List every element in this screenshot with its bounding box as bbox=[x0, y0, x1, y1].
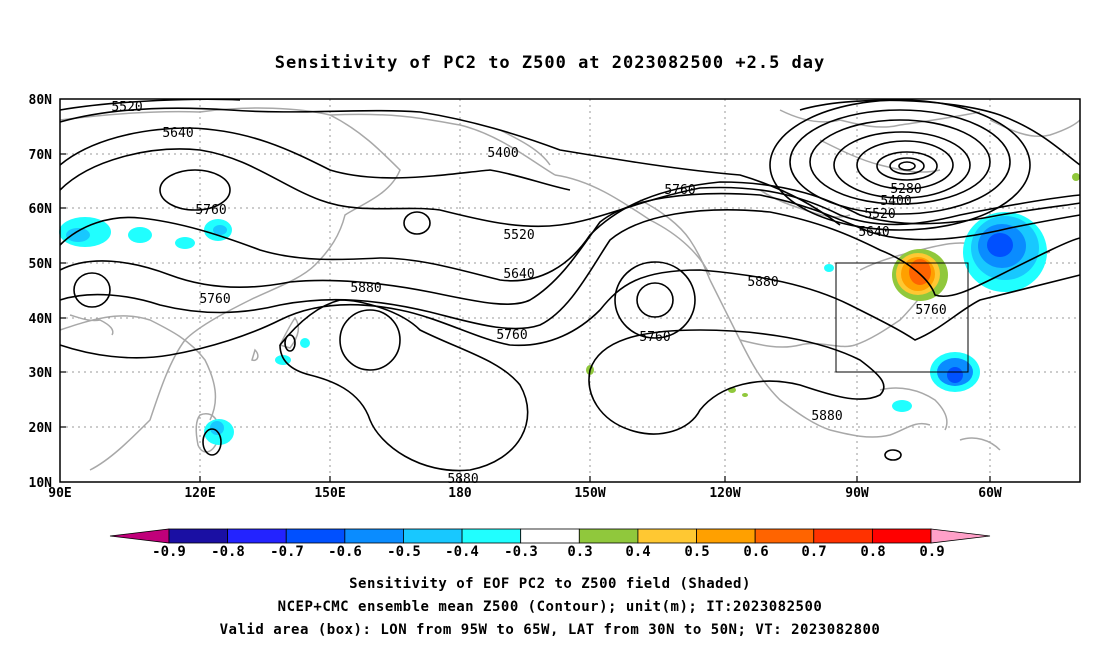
contour-label: 5880 bbox=[447, 472, 478, 487]
colorbar-label: -0.6 bbox=[328, 544, 362, 560]
caption-valid-area: Valid area (box): LON from 95W to 65W, L… bbox=[220, 622, 881, 638]
colorbar-swatch bbox=[871, 528, 932, 544]
colorbar-label: -0.9 bbox=[152, 544, 186, 560]
colorbar-swatch bbox=[754, 528, 815, 544]
colorbar-swatch bbox=[696, 528, 756, 544]
contour-label: 5760 bbox=[639, 330, 670, 345]
lat-tick-label: 80N bbox=[29, 93, 53, 108]
contour-labels: 5520 5640 5400 5760 5520 5640 5760 5880 … bbox=[111, 100, 946, 487]
colorbar-label: 0.6 bbox=[743, 544, 768, 560]
colorbar-label: -0.4 bbox=[445, 544, 479, 560]
contour-label: 5760 bbox=[496, 328, 527, 343]
lon-tick-label: 120W bbox=[709, 486, 740, 501]
lon-tick-label: 60W bbox=[978, 486, 1002, 501]
figure-title: Sensitivity of PC2 to Z500 at 2023082500… bbox=[275, 53, 826, 73]
lat-tick-label: 60N bbox=[29, 202, 53, 217]
colorbar: -0.9 -0.8 -0.7 -0.6 -0.5 -0.4 -0.3 0.3 0… bbox=[109, 528, 991, 560]
contour-label: 5520 bbox=[503, 228, 534, 243]
contour-label: 5640 bbox=[503, 267, 534, 282]
colorbar-swatch bbox=[520, 528, 580, 544]
colorbar-label: 0.3 bbox=[567, 544, 592, 560]
colorbar-label: -0.5 bbox=[387, 544, 421, 560]
map-frame bbox=[59, 98, 1081, 483]
positive-sensitivity-dot4 bbox=[1072, 173, 1080, 181]
lon-tick-label: 150E bbox=[314, 486, 345, 501]
contour-label: 5760 bbox=[915, 303, 946, 318]
colorbar-swatch bbox=[813, 528, 873, 544]
negative-sensitivity-w3 bbox=[175, 237, 195, 249]
longitude-axis-labels: 90E 120E 150E 180 150W 120W 90W 60W bbox=[48, 486, 1002, 501]
lat-tick-label: 10N bbox=[29, 476, 53, 491]
colorbar-label: -0.8 bbox=[211, 544, 245, 560]
colorbar-swatch bbox=[344, 528, 404, 544]
lon-tick-label: 150W bbox=[574, 486, 605, 501]
contour-label: 5880 bbox=[350, 281, 381, 296]
lon-tick-label: 90E bbox=[48, 486, 71, 501]
colorbar-label: 0.5 bbox=[684, 544, 709, 560]
colorbar-label: -0.3 bbox=[504, 544, 538, 560]
colorbar-swatch bbox=[109, 528, 170, 544]
positive-sensitivity-dot3 bbox=[742, 393, 748, 397]
colorbar-swatch bbox=[285, 528, 346, 544]
lat-tick-label: 70N bbox=[29, 148, 53, 163]
negative-sensitivity-se-3 bbox=[947, 367, 963, 383]
lat-tick-label: 30N bbox=[29, 366, 53, 381]
colorbar-swatch bbox=[461, 528, 522, 544]
caption-shading: Sensitivity of EOF PC2 to Z500 field (Sh… bbox=[349, 576, 751, 592]
colorbar-label: 0.8 bbox=[860, 544, 885, 560]
colorbar-label: 0.7 bbox=[801, 544, 826, 560]
contour-label: 5760 bbox=[199, 292, 230, 307]
negative-sensitivity-w5-core bbox=[210, 421, 224, 435]
contour-label: 5880 bbox=[747, 275, 778, 290]
lat-tick-label: 50N bbox=[29, 257, 53, 272]
contour-label: 5400 bbox=[880, 194, 911, 209]
contour-label: 5880 bbox=[811, 409, 842, 424]
tick-marks bbox=[60, 153, 991, 482]
negative-sensitivity-ne-4 bbox=[987, 233, 1013, 257]
negative-sensitivity-w7 bbox=[300, 338, 310, 348]
negative-sensitivity-w1-core bbox=[66, 228, 90, 242]
contour-label: 5280 bbox=[890, 182, 921, 197]
colorbar-label: 0.4 bbox=[625, 544, 650, 560]
caption-contour: NCEP+CMC ensemble mean Z500 (Contour); u… bbox=[278, 599, 823, 615]
z500-contours bbox=[59, 98, 1081, 472]
latitude-axis-labels: 10N 20N 30N 40N 50N 60N 70N 80N bbox=[29, 93, 53, 491]
lon-tick-label: 180 bbox=[448, 486, 472, 501]
colorbar-label: 0.9 bbox=[919, 544, 944, 560]
colorbar-swatch bbox=[227, 528, 287, 544]
contour-label: 5520 bbox=[111, 100, 142, 115]
lat-tick-label: 40N bbox=[29, 312, 53, 327]
lon-tick-label: 90W bbox=[845, 486, 869, 501]
figure-captions: Sensitivity of EOF PC2 to Z500 field (Sh… bbox=[220, 576, 881, 638]
colorbar-swatch bbox=[930, 528, 991, 544]
negative-sensitivity-small bbox=[892, 400, 912, 412]
colorbar-swatch bbox=[578, 528, 639, 544]
colorbar-label: -0.7 bbox=[270, 544, 304, 560]
valid-area-box bbox=[835, 262, 969, 373]
contour-label: 5760 bbox=[664, 183, 695, 198]
lat-tick-label: 20N bbox=[29, 421, 53, 436]
negative-sensitivity-w8 bbox=[824, 264, 834, 272]
colorbar-labels: -0.9 -0.8 -0.7 -0.6 -0.5 -0.4 -0.3 0.3 0… bbox=[152, 544, 945, 560]
colorbar-swatches bbox=[109, 528, 991, 544]
contour-label: 5400 bbox=[487, 146, 518, 161]
contour-label: 5640 bbox=[858, 225, 889, 240]
contour-label: 5640 bbox=[162, 126, 193, 141]
colorbar-swatch bbox=[168, 528, 229, 544]
contour-label: 5520 bbox=[864, 207, 895, 222]
contour-label: 5760 bbox=[195, 203, 226, 218]
map-panel: 5520 5640 5400 5760 5520 5640 5760 5880 … bbox=[59, 98, 1081, 487]
lon-tick-label: 120E bbox=[184, 486, 215, 501]
colorbar-swatch bbox=[403, 528, 463, 544]
colorbar-swatch bbox=[637, 528, 697, 544]
negative-sensitivity-w4-core bbox=[213, 225, 227, 235]
negative-sensitivity-w2 bbox=[128, 227, 152, 243]
